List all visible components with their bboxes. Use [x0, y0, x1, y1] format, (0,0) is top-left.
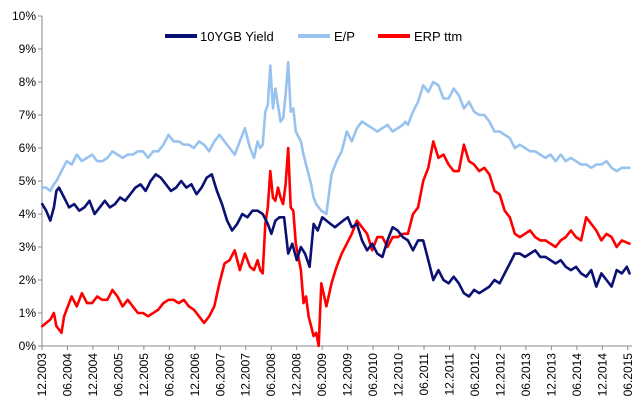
x-tick-label: 06.2012 [468, 353, 482, 397]
x-tick-label: 06.2007 [213, 353, 227, 397]
x-tick-label: 12.2013 [544, 353, 558, 397]
legend-item-erp: ERP ttm [378, 29, 462, 44]
y-tick-label: 10% [12, 9, 36, 23]
x-tick-label: 12.2012 [493, 353, 507, 397]
series-line-e-p [40, 60, 631, 216]
series-line-erp-ttm [40, 140, 631, 348]
x-tick-label: 12.2006 [188, 353, 202, 397]
y-tick-label: 7% [19, 108, 37, 122]
y-tick-label: 3% [19, 240, 37, 254]
x-tick-label: 12.2014 [595, 353, 609, 397]
y-tick-label: 6% [19, 141, 37, 155]
x-tick-label: 06.2006 [162, 353, 176, 397]
x-tick-label: 12.2011 [442, 353, 456, 396]
y-axis-ticks: 0% 1% 2% 3% 4% 5% 6% 7% 8% 9% 10% [12, 9, 42, 353]
x-tick-label: 06.2004 [60, 353, 74, 397]
series-line-10ygb-yield [40, 173, 631, 298]
x-tick-label: 12.2007 [239, 353, 253, 397]
y-tick-label: 8% [19, 75, 37, 89]
y-tick-label: 0% [19, 339, 37, 353]
x-tick-label: 12.2003 [35, 353, 49, 397]
y-tick-label: 2% [19, 273, 37, 287]
legend-label-ep: E/P [334, 29, 355, 44]
x-tick-label: 06.2013 [519, 353, 533, 397]
x-tick-label: 12.2005 [137, 353, 151, 397]
x-tick-label: 06.2005 [111, 353, 125, 397]
legend-label-erp: ERP ttm [414, 29, 462, 44]
legend: 10YGB Yield E/P ERP ttm [165, 29, 462, 44]
y-tick-label: 4% [19, 207, 37, 221]
x-tick-label: 12.2010 [392, 353, 406, 397]
legend-item-ep: E/P [298, 29, 355, 44]
x-tick-label: 06.2015 [621, 353, 635, 397]
axes [41, 16, 632, 347]
x-tick-label: 12.2009 [341, 353, 355, 397]
x-tick-label: 06.2009 [315, 353, 329, 397]
series-lines [40, 60, 631, 348]
legend-item-yield: 10YGB Yield [165, 29, 274, 44]
x-tick-label: 06.2014 [570, 353, 584, 397]
x-tick-label: 06.2011 [417, 353, 431, 396]
legend-label-yield: 10YGB Yield [200, 29, 274, 44]
x-tick-label: 12.2008 [290, 353, 304, 397]
y-tick-label: 9% [19, 42, 37, 56]
y-tick-label: 5% [19, 174, 37, 188]
y-tick-label: 1% [19, 306, 37, 320]
x-tick-label: 06.2010 [366, 353, 380, 397]
x-tick-label: 06.2008 [264, 353, 278, 397]
x-axis-ticks: 12.2003 06.2004 12.2004 06.2005 12.2005 06.20… [35, 346, 635, 396]
x-tick-label: 12.2004 [86, 353, 100, 397]
